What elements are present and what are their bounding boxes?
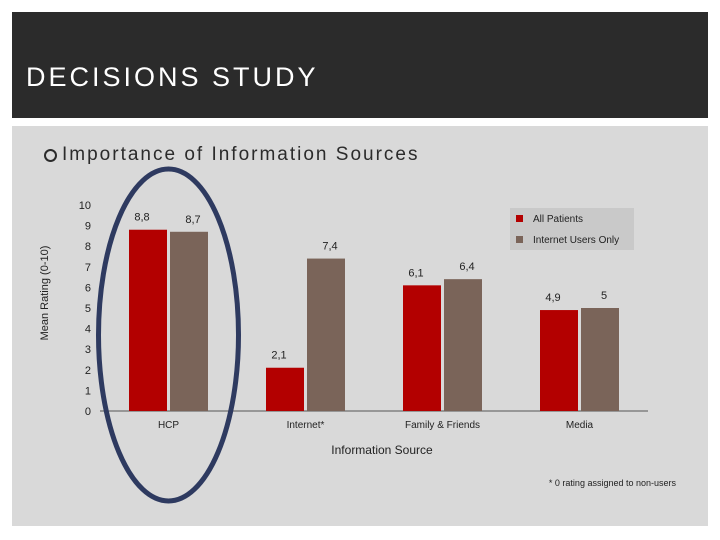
data-label: 6,4: [459, 261, 474, 273]
bar-internet-users: [170, 231, 208, 411]
circle-bullet-icon: [44, 148, 57, 162]
data-label: 6,1: [408, 267, 423, 279]
data-label: 7,4: [322, 241, 337, 253]
bullet-text: Importance of Information Sources: [62, 144, 420, 165]
y-tick-label: 10: [79, 200, 91, 212]
title-bar: [12, 12, 708, 118]
y-tick-label: 3: [85, 344, 91, 356]
chart-footnote: * 0 rating assigned to non-users: [548, 478, 676, 488]
highlight-ellipse: [96, 166, 241, 504]
x-tick-label: HCP: [158, 420, 179, 431]
y-tick-label: 0: [85, 406, 91, 418]
y-tick-label: 6: [85, 282, 91, 294]
x-tick-label: Media: [566, 420, 594, 431]
bar-internet-users: [307, 258, 345, 411]
legend-swatch: [516, 215, 523, 222]
bar-internet-users: [581, 308, 619, 411]
bar-all-patients: [266, 367, 304, 411]
bar-all-patients: [540, 310, 578, 411]
legend-label: All Patients: [533, 214, 583, 225]
y-tick-label: 5: [85, 303, 91, 315]
legend-box: [510, 208, 634, 250]
x-tick-label: Internet*: [287, 420, 325, 431]
data-label: 8,8: [134, 212, 149, 224]
y-tick-label: 8: [85, 241, 91, 253]
y-tick-label: 1: [85, 385, 91, 397]
data-label: 5: [601, 290, 607, 302]
bullet-item: Importance of Information Sources: [44, 144, 419, 166]
data-label: 8,7: [185, 214, 200, 226]
y-tick-label: 2: [85, 365, 91, 377]
bar-internet-users: [444, 279, 482, 411]
x-axis-title: Information Source: [331, 443, 433, 457]
y-axis-title: Mean Rating (0-10): [39, 246, 51, 341]
y-tick-label: 9: [85, 221, 91, 233]
legend-label: Internet Users Only: [533, 235, 619, 246]
x-tick-label: Family & Friends: [405, 420, 480, 431]
slide-title: DECISIONS STUDY: [26, 62, 319, 92]
y-tick-label: 7: [85, 262, 91, 274]
data-label: 4,9: [545, 292, 560, 304]
y-tick-label: 4: [85, 324, 91, 336]
bar-all-patients: [129, 229, 167, 411]
bar-all-patients: [403, 285, 441, 411]
data-label: 2,1: [271, 350, 286, 362]
legend-swatch: [516, 236, 523, 243]
